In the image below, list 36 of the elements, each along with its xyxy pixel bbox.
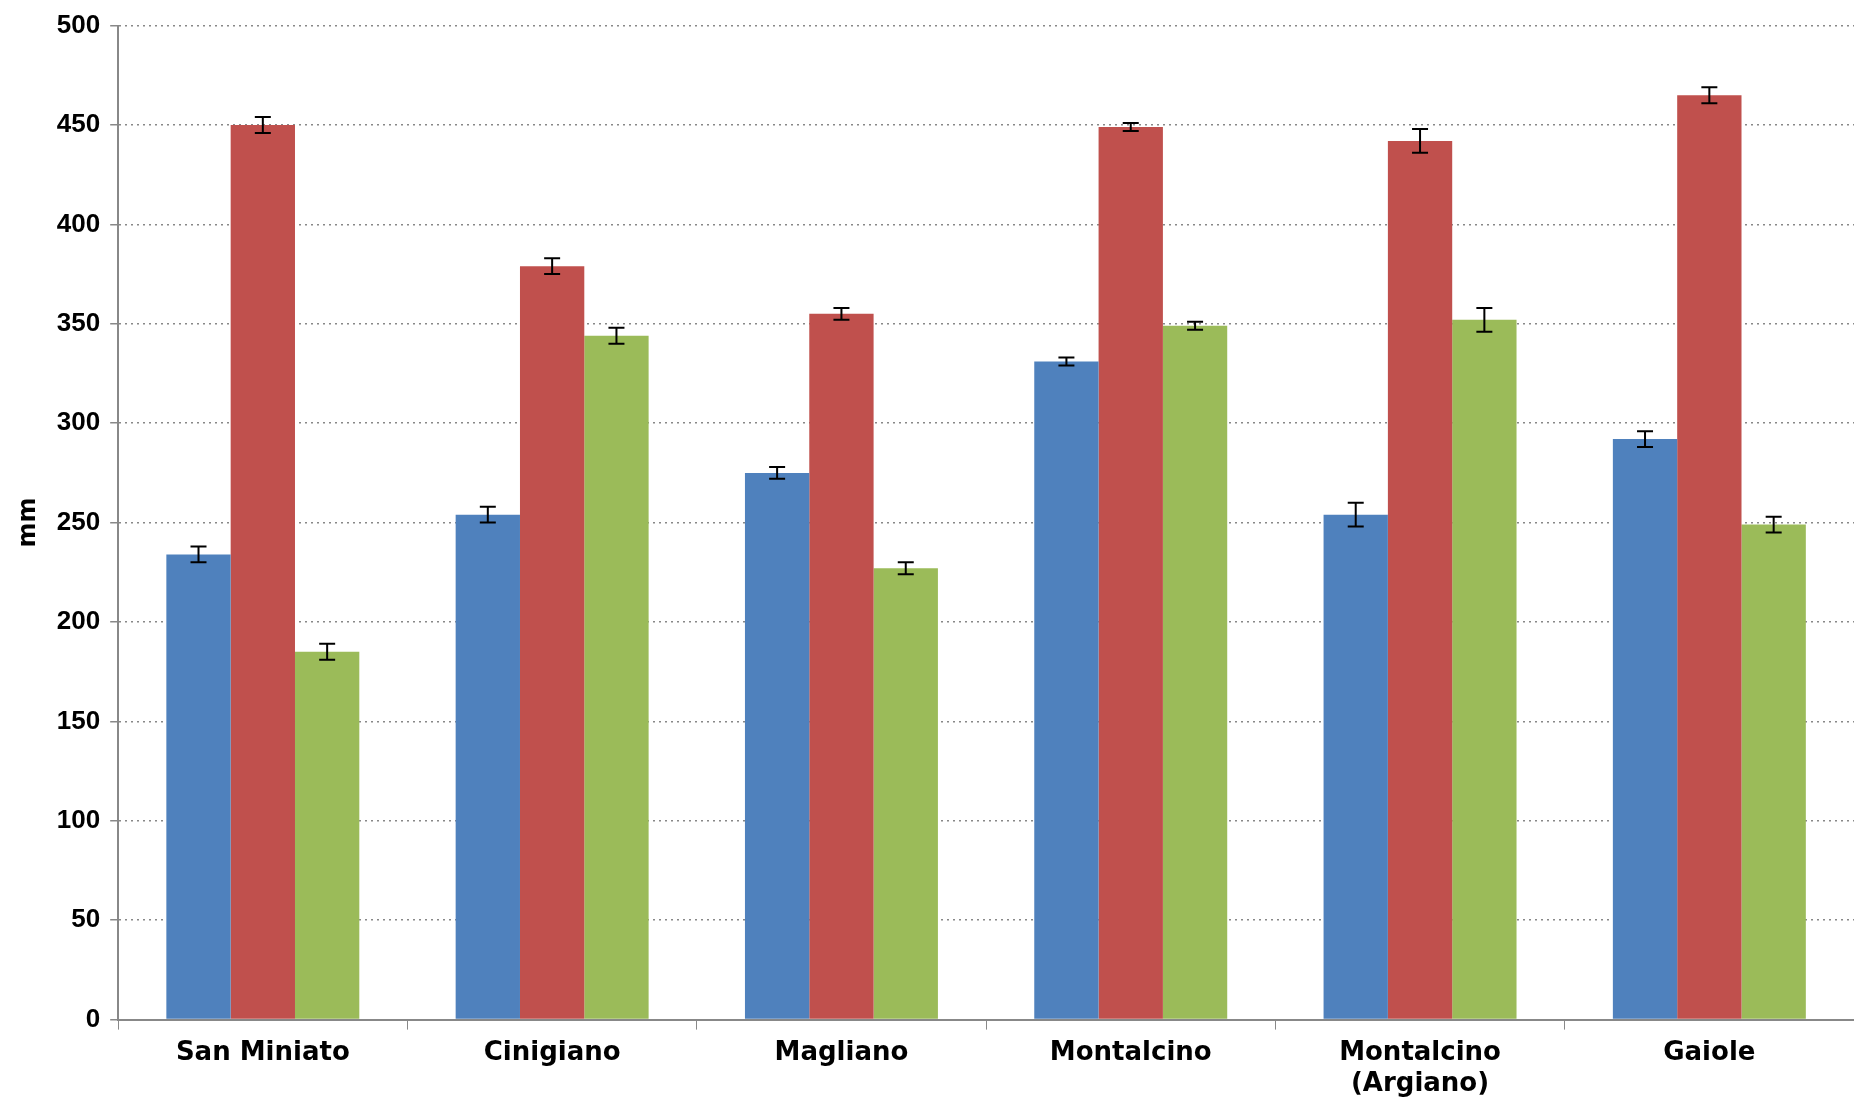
y-tick-label: 350 <box>56 306 101 337</box>
y-tick-label: 150 <box>56 704 101 735</box>
y-tick-label: 500 <box>56 8 101 39</box>
bar <box>1098 126 1163 1019</box>
bar <box>1612 439 1678 1019</box>
x-tick-label: Gaiole <box>1663 1035 1756 1066</box>
bar <box>1387 140 1453 1019</box>
x-tick-label: Magliano <box>774 1035 909 1066</box>
bar <box>873 568 938 1019</box>
y-tick-label: 450 <box>56 108 101 139</box>
x-tick-label: Cinigiano <box>483 1035 621 1066</box>
bar <box>1452 319 1517 1019</box>
bar <box>294 651 360 1019</box>
y-tick-label: 50 <box>71 903 101 934</box>
y-tick-label: 200 <box>56 605 101 636</box>
bar <box>744 472 810 1019</box>
x-tick-label: Montalcino (Argiano) <box>1339 1035 1501 1098</box>
y-axis-title: mm <box>12 497 41 548</box>
bar <box>1741 524 1806 1019</box>
y-tick-label: 250 <box>56 505 101 536</box>
x-tick-label: San Miniato <box>175 1035 350 1066</box>
y-tick-label: 300 <box>56 406 101 437</box>
bar <box>584 335 649 1019</box>
bar <box>1323 514 1388 1019</box>
bar <box>809 313 874 1019</box>
bar <box>1162 325 1228 1019</box>
bar <box>166 554 231 1019</box>
y-tick-label: 0 <box>85 1002 101 1033</box>
bar <box>455 514 520 1019</box>
x-tick-label: Montalcino <box>1049 1035 1212 1066</box>
y-tick-label: 400 <box>56 207 101 238</box>
bar <box>519 266 585 1019</box>
y-tick-label: 100 <box>56 803 101 834</box>
bar <box>1677 95 1742 1019</box>
bar <box>1034 361 1099 1019</box>
bar <box>230 125 295 1019</box>
